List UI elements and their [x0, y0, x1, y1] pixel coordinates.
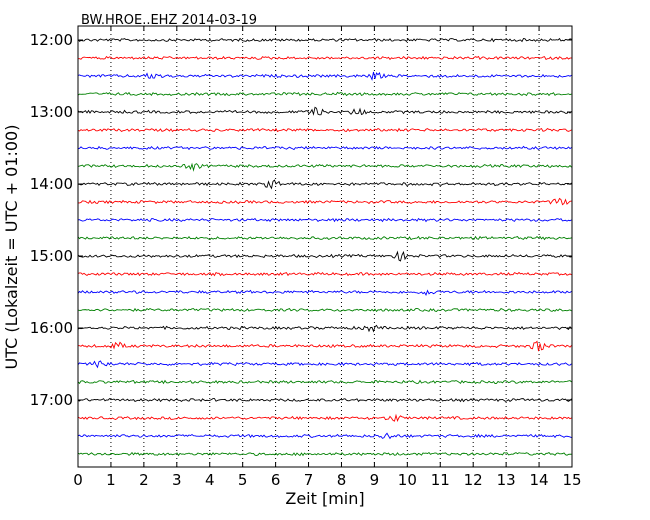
trace-line [77, 379, 572, 385]
trace-line [77, 289, 572, 296]
x-tick-label: 14 [530, 471, 549, 489]
trace-line [77, 55, 572, 61]
trace-line [77, 397, 572, 403]
x-tick-label: 10 [398, 471, 417, 489]
trace-group [77, 37, 572, 457]
trace-line [77, 235, 572, 241]
plot-frame [77, 25, 573, 468]
trace-line [77, 106, 572, 116]
trace-line [77, 162, 572, 172]
x-axis-label: Zeit [min] [285, 489, 364, 508]
chart-title: BW.HROE..EHZ 2014-03-19 [81, 13, 257, 28]
ticks: 0 1 2 3 4 5 6 7 8 9 10 11 12 13 14 1512:0013:0014:0015:… [30, 26, 582, 489]
y-axis-label: UTC (Lokalzeit = UTC + 01:00) [2, 125, 21, 370]
x-tick-label: 4 [205, 471, 215, 489]
trace-line [77, 217, 572, 223]
x-tick-label: 15 [562, 471, 581, 489]
x-tick-label: 6 [271, 471, 281, 489]
x-tick-label: 9 [370, 471, 380, 489]
trace-line [77, 307, 572, 313]
trace-line [77, 271, 572, 277]
trace-line [77, 360, 572, 369]
trace-line [77, 197, 572, 206]
x-tick-label: 0 [73, 471, 83, 489]
y-tick-label: 13:00 [30, 103, 73, 121]
x-tick-label: 3 [172, 471, 182, 489]
y-tick-label: 12:00 [30, 31, 73, 49]
grid [110, 26, 540, 467]
trace-line [77, 340, 572, 352]
trace-line [77, 145, 572, 151]
trace-line [77, 91, 572, 97]
trace-line [77, 127, 572, 133]
x-tick-label: 12 [464, 471, 483, 489]
trace-line [77, 179, 572, 190]
trace-line [77, 451, 572, 457]
trace-line [77, 432, 572, 440]
trace-line [77, 413, 572, 423]
trace-line [77, 71, 572, 81]
y-tick-label: 15:00 [30, 247, 73, 265]
trace-line [77, 324, 572, 333]
y-tick-label: 14:00 [30, 175, 73, 193]
x-tick-label: 2 [139, 471, 149, 489]
x-tick-label: 13 [497, 471, 516, 489]
x-tick-label: 8 [337, 471, 347, 489]
y-tick-label: 16:00 [30, 319, 73, 337]
trace-line [77, 37, 572, 43]
x-tick-label: 7 [304, 471, 314, 489]
x-tick-label: 11 [431, 471, 450, 489]
x-tick-label: 5 [238, 471, 248, 489]
x-tick-label: 1 [106, 471, 116, 489]
trace-line [77, 250, 572, 262]
y-tick-label: 17:00 [30, 391, 73, 409]
